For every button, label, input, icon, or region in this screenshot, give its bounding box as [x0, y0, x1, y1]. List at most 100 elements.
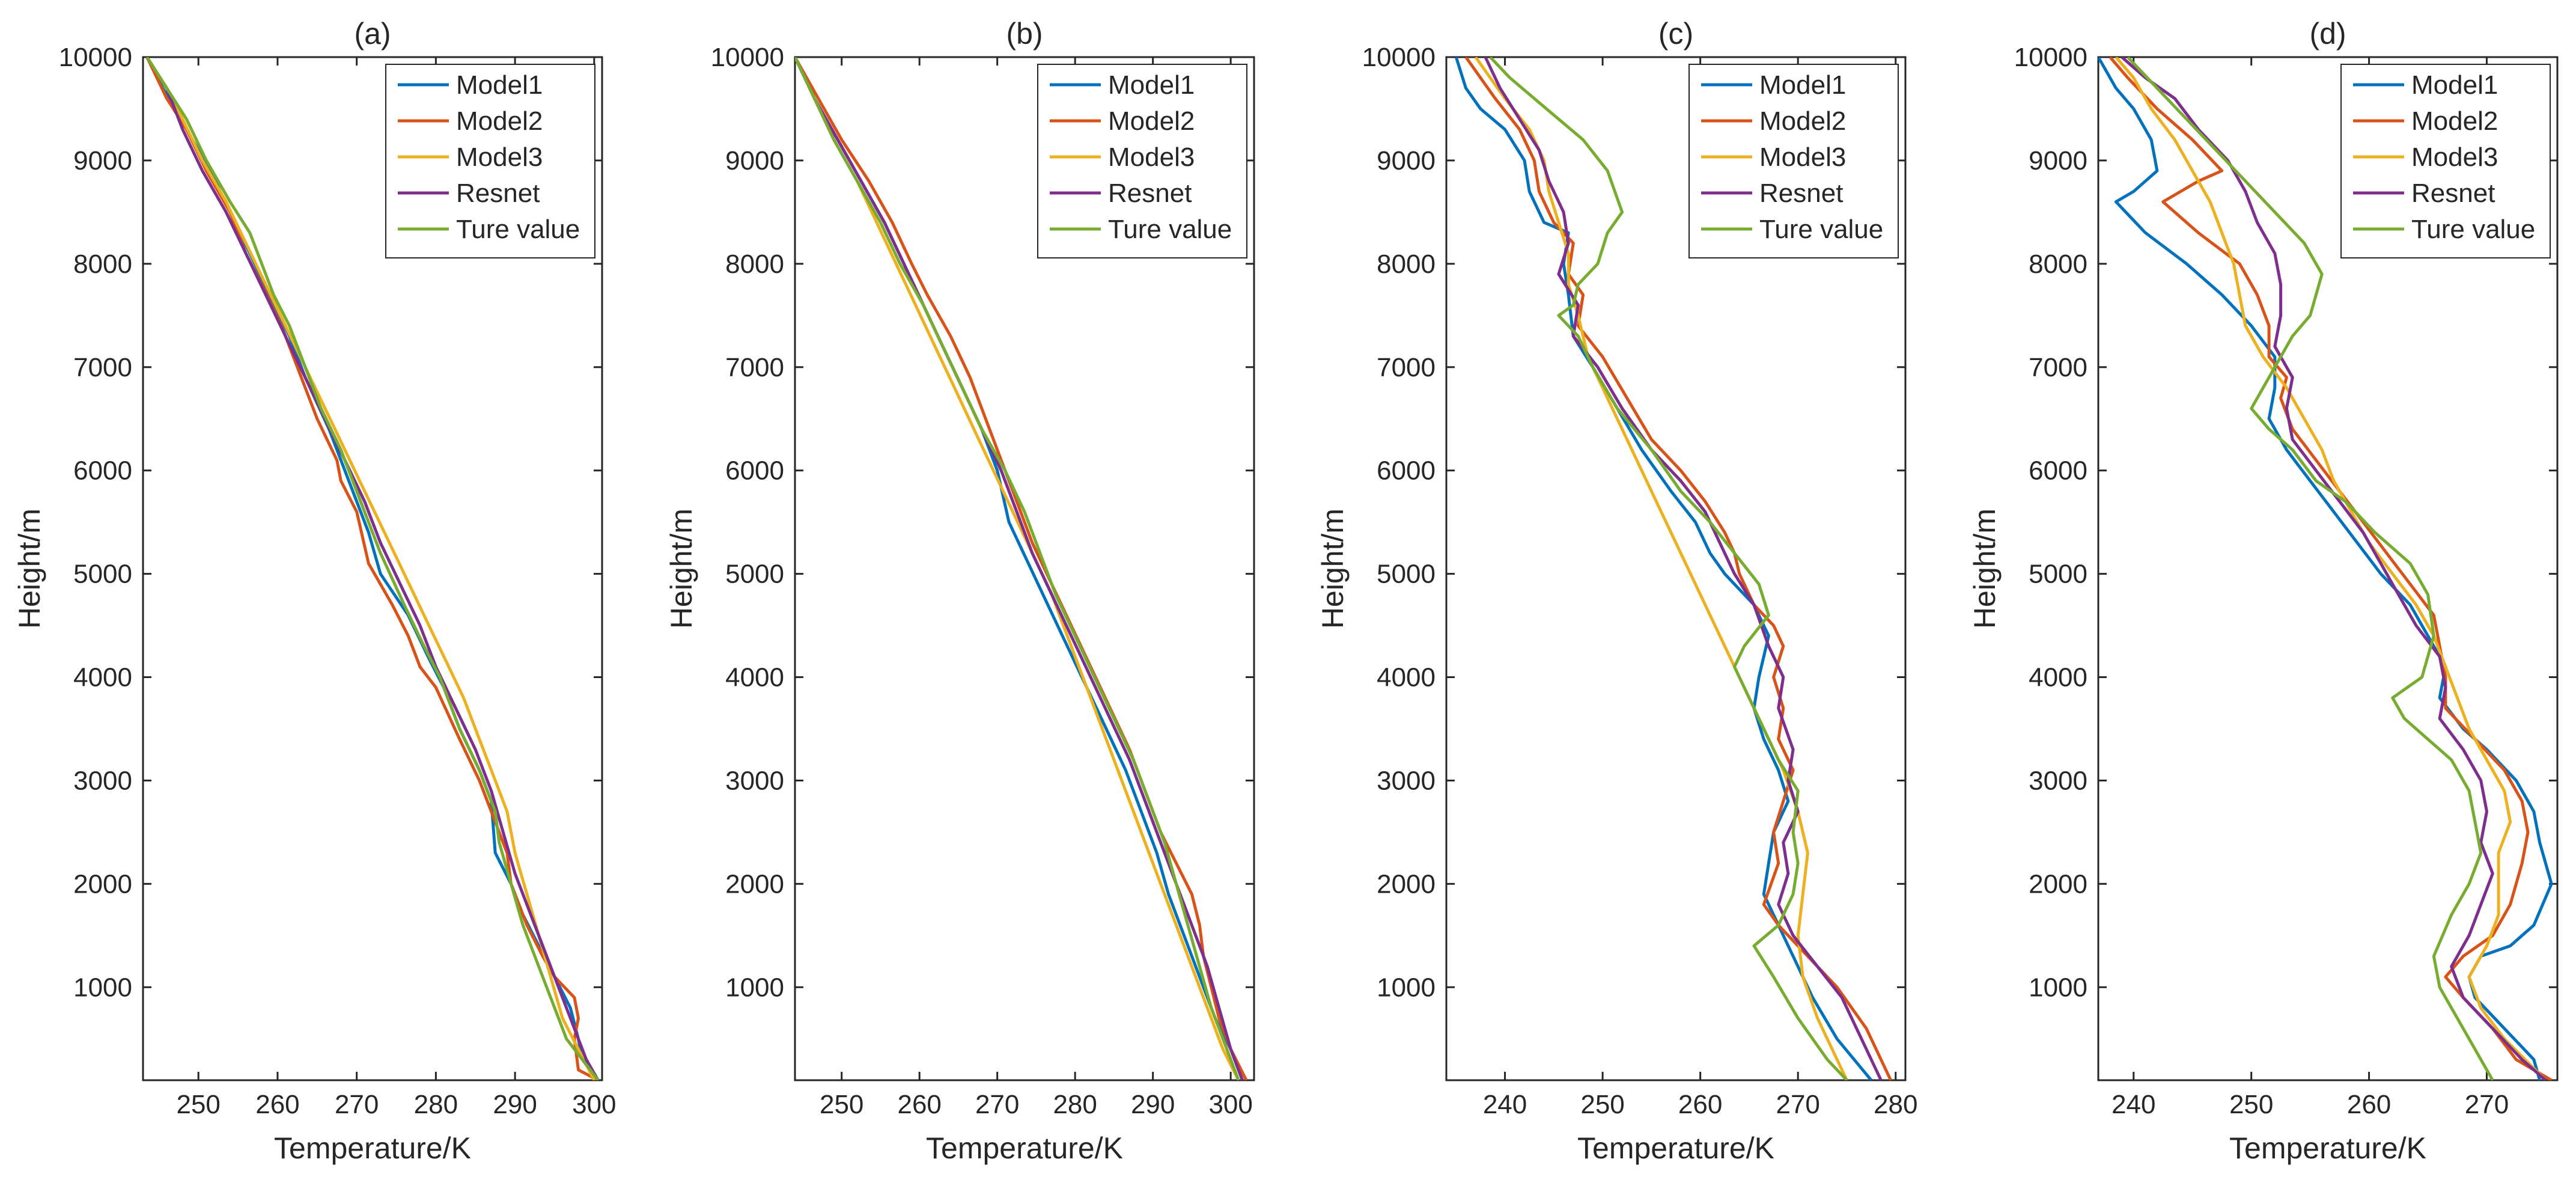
- y-axis-label: Height/m: [665, 509, 698, 629]
- legend: Model1 Model2 Model3 Resnet Ture value: [2340, 64, 2551, 258]
- legend-box: [2340, 64, 2551, 258]
- series-line-ture-value: [2127, 57, 2494, 1080]
- legend: Model1 Model2 Model3 Resnet Ture value: [1037, 64, 1247, 258]
- y-tick-label: 10000: [59, 43, 132, 72]
- y-tick-label: 7000: [1377, 353, 1436, 382]
- y-tick-label: 3000: [2029, 766, 2087, 795]
- x-tick-label: 280: [414, 1090, 458, 1119]
- series-line-model3: [2115, 57, 2547, 1080]
- legend-label: Model3: [456, 142, 543, 172]
- x-tick-label: 290: [1131, 1090, 1175, 1119]
- legend-label: Model2: [1108, 106, 1195, 136]
- y-axis-label: Height/m: [1968, 509, 2002, 629]
- series-line-resnet: [145, 57, 600, 1080]
- x-axis-label: Temperature/K: [2229, 1131, 2426, 1165]
- y-tick-label: 7000: [73, 353, 132, 382]
- y-tick-label: 4000: [2029, 663, 2087, 692]
- y-tick-label: 2000: [725, 869, 784, 899]
- x-tick-label: 290: [493, 1090, 537, 1119]
- legend: Model1 Model2 Model3 Resnet Ture value: [385, 64, 595, 258]
- legend-label: Resnet: [1108, 179, 1192, 208]
- y-tick-label: 9000: [2029, 146, 2087, 176]
- y-tick-label: 5000: [1377, 560, 1436, 589]
- legend-label: Resnet: [2411, 179, 2495, 208]
- chart-panel-3: 240 250 260 270 280 1000 2000 3000 4000 5000 6000 7…: [1316, 17, 1917, 1165]
- x-tick-label: 270: [1776, 1090, 1819, 1119]
- legend-label: Resnet: [456, 179, 540, 208]
- legend: Model1 Model2 Model3 Resnet Ture value: [1688, 64, 1899, 258]
- y-tick-label: 10000: [2014, 43, 2087, 72]
- series-line-model1: [2098, 57, 2553, 1080]
- y-tick-label: 4000: [73, 663, 132, 692]
- legend-label: Model3: [1759, 142, 1846, 172]
- chart-title: (a): [354, 17, 391, 50]
- x-tick-label: 280: [1874, 1090, 1917, 1119]
- legend-label: Ture value: [1108, 215, 1232, 244]
- x-axis-label: Temperature/K: [926, 1131, 1123, 1165]
- y-tick-label: 3000: [725, 766, 784, 795]
- y-tick-label: 8000: [2029, 249, 2087, 279]
- series-line-ture-value: [795, 57, 1240, 1080]
- x-tick-label: 300: [572, 1090, 616, 1119]
- chart-title: (d): [2309, 17, 2346, 50]
- series-line-resnet: [1484, 57, 1883, 1080]
- y-tick-label: 10000: [1362, 43, 1436, 72]
- legend-label: Model2: [1759, 106, 1846, 136]
- series-line-model1: [1454, 57, 1873, 1080]
- y-tick-label: 5000: [2029, 560, 2087, 589]
- x-tick-label: 250: [2229, 1090, 2273, 1119]
- y-tick-label: 3000: [73, 766, 132, 795]
- y-tick-label: 6000: [725, 456, 784, 486]
- x-tick-label: 240: [2112, 1090, 2155, 1119]
- chart-panel-2: 250 260 270 280 290 300 1000 2000 3000 4000 5000 60…: [665, 17, 1255, 1165]
- legend-label: Model1: [1108, 70, 1195, 100]
- y-tick-label: 1000: [725, 973, 784, 1002]
- y-tick-label: 8000: [725, 249, 784, 279]
- y-tick-label: 9000: [725, 146, 784, 176]
- chart-panel-4: 240 250 260 270 1000 2000 3000 4000 5000 6000 7000…: [1968, 17, 2559, 1165]
- y-tick-label: 6000: [73, 456, 132, 486]
- chart-panel-1: 250 260 270 280 290 300 1000 2000 3000 4000 5000 60…: [13, 17, 617, 1165]
- y-tick-label: 2000: [73, 869, 132, 899]
- x-tick-label: 240: [1483, 1090, 1527, 1119]
- y-tick-label: 9000: [1377, 146, 1436, 176]
- legend-label: Model3: [1108, 142, 1195, 172]
- legend-label: Ture value: [456, 215, 580, 244]
- x-tick-label: 280: [1053, 1090, 1097, 1119]
- x-tick-label: 260: [897, 1090, 941, 1119]
- x-tick-label: 250: [1580, 1090, 1624, 1119]
- legend-box: [385, 64, 595, 258]
- y-tick-label: 8000: [1377, 249, 1436, 279]
- x-tick-label: 300: [1208, 1090, 1252, 1119]
- legend-label: Ture value: [2411, 215, 2535, 244]
- series-line-resnet: [795, 57, 1244, 1080]
- legend-label: Model3: [2411, 142, 2498, 172]
- y-tick-label: 7000: [2029, 353, 2087, 382]
- x-tick-label: 270: [2465, 1090, 2509, 1119]
- y-tick-label: 1000: [2029, 973, 2087, 1002]
- y-tick-label: 1000: [73, 973, 132, 1002]
- legend-label: Model2: [2411, 106, 2498, 136]
- x-tick-label: 250: [176, 1090, 220, 1119]
- legend-label: Resnet: [1759, 179, 1843, 208]
- series-line-ture-value: [145, 57, 600, 1080]
- series-line-resnet: [2121, 57, 2547, 1080]
- y-tick-label: 4000: [1377, 663, 1436, 692]
- y-tick-label: 3000: [1377, 766, 1436, 795]
- y-tick-label: 5000: [73, 560, 132, 589]
- y-tick-label: 4000: [725, 663, 784, 692]
- x-tick-label: 270: [975, 1090, 1019, 1119]
- legend-label: Model1: [2411, 70, 2498, 100]
- legend-label: Ture value: [1759, 215, 1883, 244]
- y-tick-label: 10000: [711, 43, 784, 72]
- x-tick-label: 260: [1678, 1090, 1722, 1119]
- y-tick-label: 2000: [2029, 869, 2087, 899]
- y-tick-label: 9000: [73, 146, 132, 176]
- legend-label: Model1: [456, 70, 543, 100]
- legend-box: [1688, 64, 1899, 258]
- chart-title: (c): [1658, 17, 1693, 50]
- x-tick-label: 260: [255, 1090, 299, 1119]
- x-axis-label: Temperature/K: [1577, 1131, 1774, 1165]
- series-line-ture-value: [1489, 57, 1848, 1080]
